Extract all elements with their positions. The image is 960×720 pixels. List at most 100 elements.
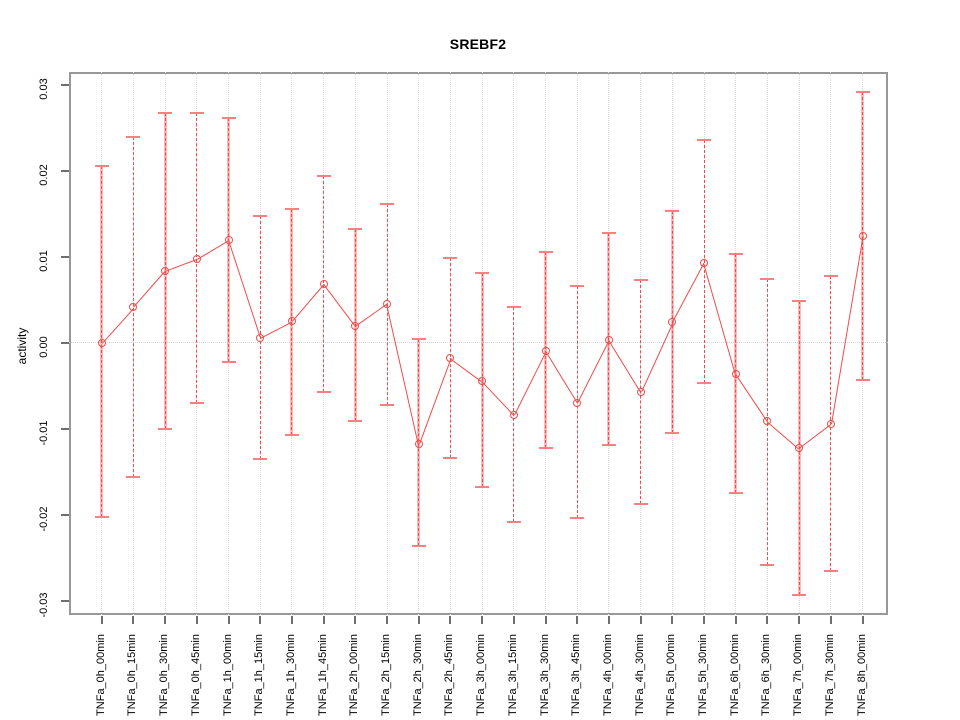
x-tick-label-text: TNFa_0h_30min — [158, 634, 171, 716]
x-tick-label-text: TNFa_2h_00min — [348, 634, 361, 716]
x-tick — [164, 616, 167, 624]
chart-title: SREBF2 — [449, 36, 507, 52]
error-bar-cap-upper — [443, 257, 458, 260]
error-bar-cap-lower — [348, 419, 363, 422]
data-point — [446, 354, 455, 363]
data-point — [858, 232, 867, 241]
x-tick-label-text: TNFa_0h_45min — [189, 634, 202, 716]
data-point — [192, 255, 201, 264]
y-tick — [61, 599, 69, 602]
error-bar-cap-lower — [506, 520, 521, 523]
data-point — [731, 369, 740, 378]
data-point — [351, 322, 360, 331]
y-tick-label-text: -0.02 — [38, 506, 50, 532]
error-bar-cap-lower — [823, 570, 838, 573]
error-bar-cap-upper — [221, 117, 236, 120]
x-tick-label-text: TNFa_7h_00min — [792, 634, 805, 716]
data-point — [604, 336, 613, 345]
data-point — [509, 410, 518, 419]
x-tick — [576, 616, 579, 624]
error-bar-cap-upper — [506, 305, 521, 308]
error-bar-cap-upper — [728, 253, 743, 256]
error-bar-cap-lower — [380, 403, 394, 406]
x-tick — [798, 616, 801, 624]
x-tick-label: TNFa_8h_00min — [856, 630, 938, 716]
error-bar-cap-lower — [728, 492, 743, 495]
x-tick — [227, 616, 230, 624]
error-bar-cap-lower — [601, 444, 616, 447]
x-tick — [703, 616, 705, 624]
y-tick-label: 0.03 — [38, 78, 59, 103]
x-tick — [512, 616, 515, 624]
x-tick — [449, 616, 452, 624]
x-tick — [386, 616, 388, 624]
x-tick — [100, 616, 103, 624]
y-tick — [61, 513, 69, 516]
data-point — [541, 347, 550, 356]
x-tick — [766, 616, 769, 624]
error-bar-cap-upper — [855, 90, 870, 93]
error-bar-cap-lower — [126, 475, 141, 478]
x-tick-label-text: TNFa_3h_45min — [570, 634, 583, 716]
x-tick-label-text: TNFa_6h_00min — [728, 634, 741, 716]
x-tick-label-text: TNFa_1h_45min — [316, 634, 329, 716]
error-bar-cap-upper — [633, 278, 648, 281]
error-bar-cap-lower — [855, 378, 870, 381]
x-tick — [259, 616, 262, 624]
error-bar-cap-upper — [665, 210, 680, 213]
y-tick-label: -0.02 — [38, 506, 63, 533]
error-bar-cap-lower — [158, 427, 173, 430]
x-tick — [417, 616, 420, 624]
data-point — [224, 236, 233, 245]
x-tick — [354, 616, 357, 624]
x-tick — [829, 616, 832, 624]
y-tick-label: -0.03 — [38, 592, 63, 619]
data-point — [129, 303, 138, 312]
error-bar-cap-lower — [189, 401, 204, 404]
data-point — [414, 440, 423, 449]
data-point — [763, 416, 772, 425]
x-tick-label-text: TNFa_7h_30min — [823, 634, 836, 716]
error-bar-cap-upper — [792, 299, 807, 302]
data-point — [256, 333, 265, 342]
data-point — [700, 258, 708, 267]
error-bar-cap-lower — [475, 486, 490, 489]
error-bar-cap-upper — [538, 251, 553, 254]
x-tick-label-text: TNFa_2h_45min — [443, 634, 456, 716]
x-tick — [734, 616, 737, 624]
error-bar-cap-lower — [284, 433, 299, 436]
error-bar-cap-upper — [823, 275, 838, 278]
x-tick — [544, 616, 547, 624]
data-point — [97, 338, 106, 347]
error-bar-cap-upper — [189, 112, 204, 115]
x-tick-label-text: TNFa_0h_15min — [126, 634, 139, 716]
error-bar-cap-upper — [284, 207, 299, 210]
data-point — [383, 300, 391, 308]
error-bar-cap-upper — [348, 228, 363, 231]
x-tick-label-text: TNFa_2h_15min — [380, 634, 392, 716]
error-bar-cap-lower — [538, 447, 553, 450]
x-tick — [195, 616, 198, 624]
x-tick-label-text: TNFa_8h_00min — [855, 634, 868, 716]
data-point — [287, 317, 296, 326]
x-tick-label-text: TNFa_3h_15min — [506, 634, 519, 716]
y-tick-label: 0.01 — [38, 250, 59, 275]
error-bar-cap-upper — [601, 232, 616, 235]
error-bar-cap-upper — [380, 203, 394, 206]
x-tick-label-text: TNFa_4h_00min — [601, 634, 614, 716]
y-tick-label: -0.01 — [38, 420, 63, 447]
error-bar-cap-lower — [253, 457, 268, 460]
x-tick-label-text: TNFa_1h_30min — [284, 634, 297, 716]
x-tick-label-text: TNFa_0h_00min — [94, 634, 107, 716]
x-tick — [607, 616, 610, 624]
error-bar-cap-upper — [316, 174, 331, 177]
y-tick — [61, 341, 69, 344]
error-bar-cap-upper — [570, 284, 585, 287]
y-tick-label: 0.00 — [38, 336, 59, 361]
x-tick — [481, 616, 484, 624]
error-bar-cap-lower — [316, 390, 331, 393]
error-bar-cap-lower — [665, 432, 680, 434]
error-bar-cap-lower — [633, 502, 648, 505]
x-tick — [861, 616, 864, 624]
